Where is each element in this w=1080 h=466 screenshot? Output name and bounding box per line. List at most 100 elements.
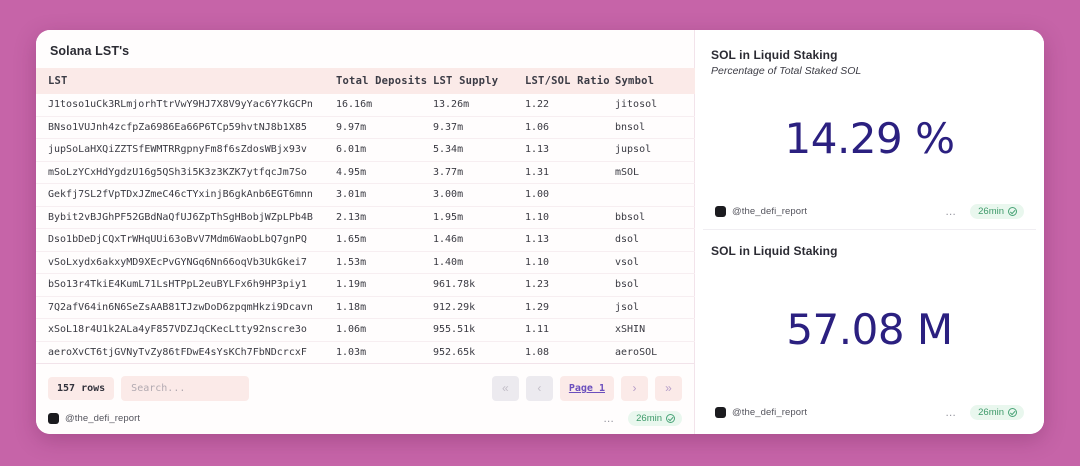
cell-lst-supply: 1.46m — [433, 228, 525, 252]
next-page-button[interactable]: › — [621, 376, 648, 401]
solana-lst-table-panel: Solana LST's LST Total Deposits LST Supp… — [36, 30, 695, 434]
cell-lst: Gekfj7SL2fVpTDxJZmeC46cTYxinjB6gkAnb6EGT… — [36, 183, 336, 207]
table-row[interactable]: bSo13r4TkiE4KumL71LsHTPpL2euBYLFx6h9HP3p… — [36, 273, 695, 297]
table-row[interactable]: 7Q2afV64in6N6SeZsAAB81TJzwDoD6zpqmHkzi9D… — [36, 296, 695, 319]
refresh-timestamp: 26min — [636, 413, 662, 424]
cell-lst: bSo13r4TkiE4KumL71LsHTPpL2euBYLFx6h9HP3p… — [36, 273, 336, 297]
column-header-supply[interactable]: LST Supply — [433, 68, 525, 94]
kpi-header-absolute: SOL in Liquid Staking — [703, 230, 1036, 258]
search-input[interactable] — [121, 376, 250, 401]
refresh-timestamp: 26min — [978, 407, 1004, 418]
check-circle-icon — [1008, 207, 1017, 216]
refresh-status-badge: 26min — [970, 204, 1024, 219]
cell-lst: xSoL18r4U1k2ALa4yF857VDZJqCKecLtty92nscr… — [36, 318, 336, 342]
cell-symbol: xSHIN — [615, 318, 695, 342]
cell-lst: J1toso1uCk3RLmjorhTtrVwY9HJ7X8V9yYac6Y7k… — [36, 94, 336, 117]
kpi-header-percentage: SOL in Liquid Staking Percentage of Tota… — [703, 34, 1036, 77]
check-circle-icon — [666, 414, 675, 423]
cell-lst: Bybit2vBJGhPF52GBdNaQfUJ6ZpThSgHBobjWZpL… — [36, 206, 336, 229]
cell-symbol: aeroSOL — [615, 341, 695, 364]
table-header-row: LST Total Deposits LST Supply LST/SOL Ra… — [36, 68, 695, 94]
cell-total-deposits: 1.03m — [336, 341, 433, 364]
cell-lst-supply: 961.78k — [433, 273, 525, 297]
kpi-card-absolute: SOL in Liquid Staking 57.08 M @the_defi_… — [703, 230, 1036, 430]
cell-lst-supply: 955.51k — [433, 318, 525, 342]
cell-total-deposits: 1.53m — [336, 251, 433, 274]
more-options-icon[interactable]: … — [945, 205, 958, 218]
table-row[interactable]: xSoL18r4U1k2ALa4yF857VDZJqCKecLtty92nscr… — [36, 318, 695, 342]
cell-total-deposits: 2.13m — [336, 206, 433, 229]
table-row[interactable]: Bybit2vBJGhPF52GBdNaQfUJ6ZpThSgHBobjWZpL… — [36, 206, 695, 229]
column-header-lst[interactable]: LST — [36, 68, 336, 94]
cell-symbol: jsol — [615, 296, 695, 319]
cell-symbol: bsol — [615, 273, 695, 297]
current-page-link[interactable]: Page 1 — [559, 376, 614, 401]
table-row[interactable]: Dso1bDeDjCQxTrWHqUUi63oBvV7Mdm6WaobLbQ7g… — [36, 228, 695, 252]
check-circle-icon — [1008, 408, 1017, 417]
last-page-button[interactable]: » — [655, 376, 682, 401]
first-page-button[interactable]: « — [491, 376, 519, 401]
refresh-status-badge: 26min — [970, 405, 1024, 420]
attribution-handle[interactable]: @the_defi_report — [65, 413, 141, 424]
kpi-attribution-percentage: @the_defi_report … 26min — [703, 200, 1036, 229]
pagination-bar: 157 rows « ‹ Page 1 › » — [36, 368, 694, 407]
cell-lst-supply: 1.95m — [433, 206, 525, 229]
cell-lst-sol-ratio: 1.08 — [525, 341, 615, 364]
table-row[interactable]: aeroXvCT6tjGVNyTvZy86tFDwE4sYsKCh7FbNDcr… — [36, 341, 695, 364]
lst-table: LST Total Deposits LST Supply LST/SOL Ra… — [36, 68, 695, 364]
more-options-icon[interactable]: … — [603, 412, 616, 425]
cell-lst: 7Q2afV64in6N6SeZsAAB81TJzwDoD6zpqmHkzi9D… — [36, 296, 336, 319]
more-options-icon[interactable]: … — [945, 406, 958, 419]
column-header-ratio[interactable]: LST/SOL Ratio — [525, 68, 615, 94]
cell-total-deposits: 1.65m — [336, 228, 433, 252]
refresh-status-badge: 26min — [628, 411, 682, 426]
cell-lst-supply: 912.29k — [433, 296, 525, 319]
prev-page-button[interactable]: ‹ — [525, 376, 553, 401]
cell-symbol: dsol — [615, 228, 695, 252]
kpi-title: SOL in Liquid Staking — [711, 48, 838, 62]
cell-total-deposits: 3.01m — [336, 183, 433, 207]
cell-lst-supply: 3.77m — [433, 161, 525, 184]
kpi-value-percentage: 14.29 % — [784, 114, 956, 163]
cell-lst-supply: 13.26m — [433, 94, 525, 117]
column-header-symbol[interactable]: Symbol — [615, 68, 695, 94]
table-row[interactable]: BNso1VUJnh4zcfpZa6986Ea66P6TCp59hvtNJ8b1… — [36, 116, 695, 139]
cell-lst-supply: 952.65k — [433, 341, 525, 364]
cell-symbol: bnsol — [615, 116, 695, 139]
attribution-handle[interactable]: @the_defi_report — [732, 206, 808, 217]
table-row[interactable]: vSoLxydx6akxyMD9XEcPvGYNGq6Nn66oqVb3UkGk… — [36, 251, 695, 274]
brand-logo-icon — [48, 413, 59, 424]
cell-total-deposits: 16.16m — [336, 94, 433, 117]
brand-logo-icon — [715, 407, 726, 418]
cell-symbol: jupsol — [615, 138, 695, 162]
cell-total-deposits: 4.95m — [336, 161, 433, 184]
kpi-attribution-absolute: @the_defi_report … 26min — [703, 401, 1036, 430]
cell-lst-supply: 1.40m — [433, 251, 525, 274]
table-row[interactable]: jupSoLaHXQiZZTSfEWMTRRgpnyFm8f6sZdosWBjx… — [36, 138, 695, 162]
cell-lst-supply: 9.37m — [433, 116, 525, 139]
kpi-value-container: 14.29 % — [703, 77, 1036, 200]
cell-lst: mSoLzYCxHdYgdzU16g5QSh3i5K3z3KZK7ytfqcJm… — [36, 161, 336, 184]
cell-total-deposits: 6.01m — [336, 138, 433, 162]
kpi-column: SOL in Liquid Staking Percentage of Tota… — [695, 30, 1044, 434]
cell-symbol: vsol — [615, 251, 695, 274]
table-row[interactable]: Gekfj7SL2fVpTDxJZmeC46cTYxinjB6gkAnb6EGT… — [36, 183, 695, 207]
table-header: LST Total Deposits LST Supply LST/SOL Ra… — [36, 68, 695, 94]
cell-total-deposits: 1.18m — [336, 296, 433, 319]
brand-logo-icon — [715, 206, 726, 217]
cell-lst: jupSoLaHXQiZZTSfEWMTRRgpnyFm8f6sZdosWBjx… — [36, 138, 336, 162]
attribution-handle[interactable]: @the_defi_report — [732, 407, 808, 418]
table-attribution: @the_defi_report … 26min — [36, 407, 694, 434]
cell-lst-sol-ratio: 1.29 — [525, 296, 615, 319]
column-header-deposits[interactable]: Total Deposits — [336, 68, 433, 94]
table-row[interactable]: mSoLzYCxHdYgdzU16g5QSh3i5K3z3KZK7ytfqcJm… — [36, 161, 695, 184]
cell-lst-sol-ratio: 1.13 — [525, 138, 615, 162]
cell-symbol: bbsol — [615, 206, 695, 229]
panel-title: Solana LST's — [50, 44, 130, 58]
cell-symbol: jitosol — [615, 94, 695, 117]
table-row[interactable]: J1toso1uCk3RLmjorhTtrVwY9HJ7X8V9yYac6Y7k… — [36, 94, 695, 117]
cell-total-deposits: 1.06m — [336, 318, 433, 342]
cell-lst-supply: 5.34m — [433, 138, 525, 162]
refresh-timestamp: 26min — [978, 206, 1004, 217]
cell-symbol — [615, 183, 695, 207]
